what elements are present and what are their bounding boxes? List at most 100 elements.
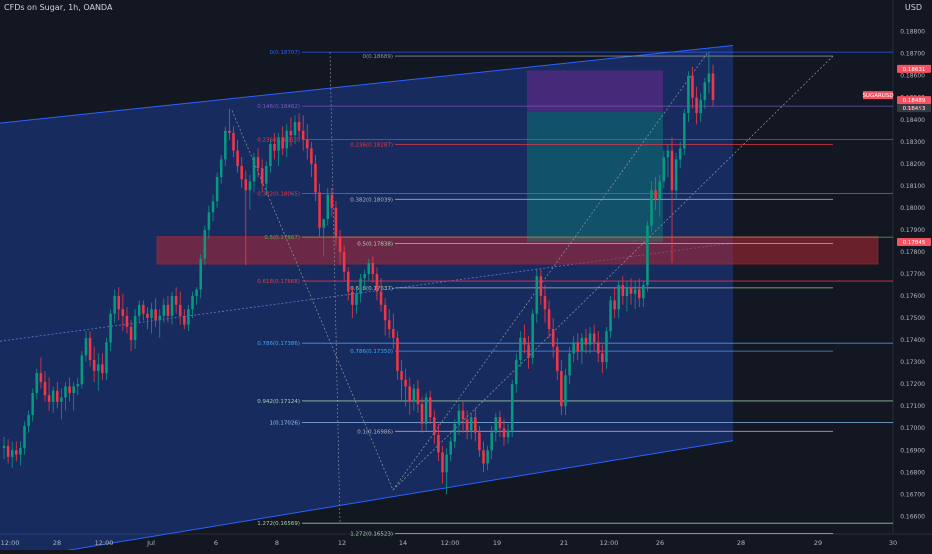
price-tick-label: 0.18300 [900,139,925,146]
candle-body [650,190,653,226]
candle-body [47,395,51,402]
price-tick-label: 0.18800 [900,29,925,36]
price-tick-label: 0.18000 [900,205,925,212]
candle-body [482,450,485,464]
price-tick-label: 0.17100 [900,403,925,410]
candle-body [461,410,465,420]
candle-body [379,291,383,305]
fib-left-level-label: 0.5(0.17867) [264,235,300,241]
candle-body [244,179,248,191]
candle-body [252,157,256,182]
candle-body [633,289,637,294]
fib-right-level-label: 0.618(0.17637) [350,286,393,292]
price-tick-label: 0.17800 [900,249,925,256]
candle-body [27,415,30,427]
candle-body [592,333,596,343]
candle-body [416,388,420,404]
fib-left-level-label: 0(0.18707) [269,50,300,56]
candle-body [515,359,518,385]
candle-body [170,296,174,316]
candle-body [486,450,489,464]
candle-body [334,207,338,237]
candle-body [683,113,686,149]
candle-body [351,291,354,305]
candle-body [314,163,317,193]
time-tick-label: 21 [560,539,568,547]
candle-body [43,381,47,396]
candle-body [150,309,153,319]
candle-body [72,386,75,393]
price-tag-bg [897,104,931,113]
candle-body [588,333,592,345]
candle-body [10,450,14,457]
candle-body [568,353,571,376]
candle-body [433,417,436,435]
candle-body [240,166,243,180]
candle-body [285,130,289,149]
price-tick-label: 0.17200 [900,381,925,388]
candle-body [31,392,34,416]
candle-body [51,390,55,402]
candle-body [125,315,129,327]
candle-body [15,450,18,455]
position-profit-zone [527,112,663,243]
candle-body [404,379,407,387]
candle-body [269,144,272,167]
price-tick-label: 0.17300 [900,359,925,366]
price-tick-label: 0.18200 [900,161,925,168]
candle-body [265,166,268,184]
candle-body [596,342,600,354]
candle-body [396,337,399,371]
candle-body [490,432,493,451]
candle-body [306,139,309,149]
candle-body [707,73,711,83]
candle-body [408,386,411,402]
candle-body [523,337,526,345]
candle-body [642,285,645,299]
candle-body [469,417,473,431]
candle-body [19,448,22,455]
candle-body [424,397,428,424]
candle-body [543,296,547,310]
fib-left-level-label: 0.942(0.17124) [257,399,300,405]
candle-body [277,137,280,151]
position-stop-zone [527,70,663,113]
candle-body [670,150,674,191]
time-tick-label: 12:00 [1,539,20,547]
candle-body [617,285,621,310]
candle-body [6,445,10,457]
candle-body [539,276,543,297]
price-tick-label: 0.17500 [900,315,925,322]
time-tick-label: 29 [814,539,822,547]
candle-body [60,397,63,402]
candle-body [297,121,301,131]
candle-body [154,309,157,321]
candle-body [232,132,235,151]
candle-body [383,304,387,321]
candle-body [117,296,121,310]
candle-body [437,434,440,453]
candle-body [387,320,391,330]
candle-body [560,370,563,407]
fib-left-level-label: 0.382(0.18065) [257,192,300,198]
candle-body [609,300,612,332]
candle-body [498,417,502,429]
time-tick-label: 12:00 [441,539,460,547]
candle-body [674,159,678,191]
candle-body [96,364,100,371]
price-tick-label: 0.17900 [900,227,925,234]
candle-body [506,430,510,438]
candle-body [691,75,694,98]
candle-body [478,432,481,451]
candle-body [654,190,657,200]
candle-body [601,353,604,363]
candle-body [613,300,616,310]
candle-body [551,329,555,347]
candle-body [527,344,530,358]
candle-body [174,296,178,305]
candle-body [695,97,698,114]
price-tick-label: 0.17000 [900,425,925,432]
